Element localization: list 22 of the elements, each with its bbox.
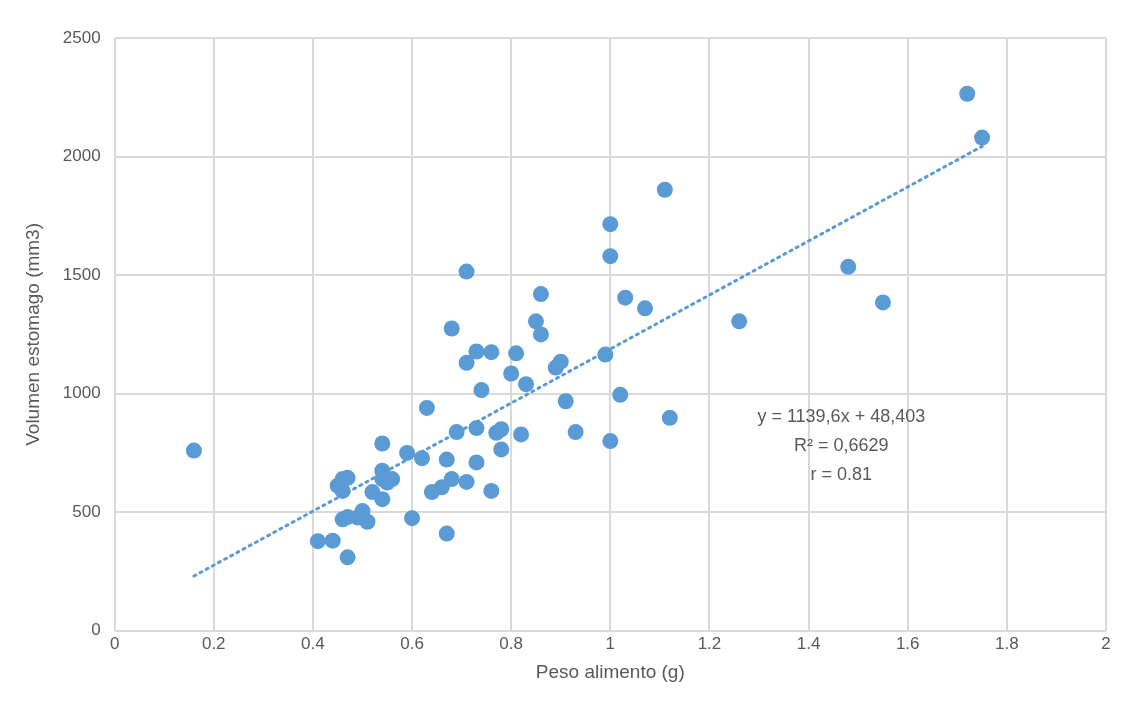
y-tick-label: 2000 — [62, 146, 101, 166]
y-axis-title: Volumen estomago (mm3) — [21, 222, 43, 446]
y-tick-label: 2500 — [62, 27, 101, 47]
annotation: y = 1139,6x + 48,403 — [757, 406, 926, 427]
annotation: r = 0.81 — [810, 464, 873, 485]
y-tick-label: 1500 — [62, 264, 101, 284]
annotation: R² = 0,6629 — [794, 435, 889, 456]
x-tick-label: 0.6 — [400, 633, 424, 653]
x-tick-label: 1.2 — [697, 633, 722, 653]
y-tick-label: 500 — [72, 501, 101, 521]
y-tick-label: 0 — [91, 620, 101, 640]
y-tick-label: 1000 — [62, 383, 101, 403]
x-tick-label: 0.8 — [499, 633, 523, 653]
x-tick-label: 0.4 — [301, 633, 325, 653]
x-axis-title: Peso alimento (g) — [535, 660, 685, 682]
x-tick-label: 2 — [1101, 633, 1111, 653]
x-tick-label: 0 — [109, 633, 120, 653]
x-tick-label: 1.4 — [796, 633, 821, 653]
x-tick-label: 1 — [605, 633, 616, 653]
x-tick-label: 1.6 — [895, 633, 920, 653]
x-tick-label: 1.8 — [995, 633, 1019, 653]
x-tick-label: 0.2 — [201, 633, 226, 653]
